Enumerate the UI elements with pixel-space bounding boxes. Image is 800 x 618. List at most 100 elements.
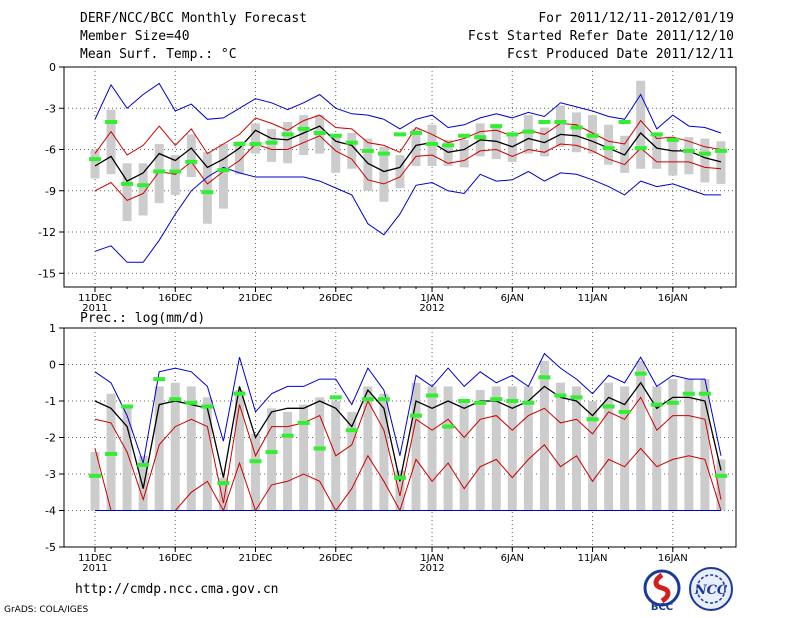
variable-label: Mean Surf. Temp.: °C bbox=[80, 47, 237, 62]
precipitation-forecast-marker bbox=[361, 397, 374, 402]
temperature-series-min bbox=[94, 166, 721, 263]
precipitation-member-box bbox=[588, 401, 598, 511]
temperature-forecast-marker bbox=[426, 142, 439, 146]
temperature-xtick-label: 1JAN bbox=[420, 293, 443, 304]
precipitation-xtick-year: 2011 bbox=[82, 563, 107, 574]
temperature-member-box bbox=[459, 139, 469, 168]
precipitation-forecast-marker bbox=[522, 400, 535, 405]
bcc-logo-text: BCC bbox=[651, 602, 673, 612]
temperature-member-box bbox=[202, 152, 212, 224]
temperature-member-box bbox=[186, 134, 196, 177]
member-size-label: Member Size=40 bbox=[80, 29, 190, 44]
temperature-xtick-label: 16JAN bbox=[658, 293, 688, 304]
precipitation-member-box bbox=[523, 386, 533, 511]
temperature-forecast-marker bbox=[474, 135, 487, 140]
temperature-forecast-marker bbox=[169, 169, 182, 174]
temperature-forecast-marker bbox=[233, 142, 246, 146]
precipitation-member-box bbox=[507, 386, 517, 511]
temperature-forecast-marker bbox=[345, 140, 358, 145]
temperature-member-box bbox=[572, 112, 581, 153]
temperature-member-box bbox=[267, 128, 277, 162]
temperature-forecast-marker bbox=[666, 137, 679, 142]
temperature-forecast-marker bbox=[185, 159, 198, 164]
precipitation-series-max bbox=[94, 352, 722, 464]
precipitation-member-box bbox=[700, 379, 710, 511]
precipitation-forecast-marker bbox=[506, 399, 519, 403]
temperature-forecast-marker bbox=[121, 181, 134, 186]
precipitation-forecast-marker bbox=[570, 395, 583, 400]
temperature-member-box bbox=[154, 144, 164, 204]
ncc-logo-icon: NCC bbox=[689, 567, 733, 611]
temperature-forecast-marker bbox=[698, 151, 711, 156]
chart-title: DERF/NCC/BCC Monthly Forecast bbox=[80, 11, 307, 26]
temperature-forecast-marker bbox=[570, 125, 583, 130]
precipitation-member-box bbox=[202, 397, 212, 511]
precipitation-forecast-marker bbox=[714, 473, 727, 478]
precipitation-member-box bbox=[347, 411, 357, 511]
precipitation-member-box bbox=[267, 408, 277, 511]
temperature-forecast-marker bbox=[490, 124, 503, 129]
temperature-ytick-label: 0 bbox=[49, 61, 56, 74]
precipitation-xtick-year: 2012 bbox=[419, 563, 444, 574]
precipitation-member-box bbox=[315, 397, 325, 511]
temperature-member-box bbox=[636, 80, 646, 169]
temperature-forecast-marker bbox=[297, 126, 310, 131]
temperature-xtick-year: 2012 bbox=[419, 303, 444, 314]
precipitation-member-box bbox=[138, 455, 148, 511]
temperature-member-box bbox=[523, 115, 533, 154]
temperature-member-box bbox=[138, 163, 148, 216]
precipitation-member-box bbox=[234, 390, 244, 511]
temperature-xtick-label: 16DEC bbox=[158, 293, 192, 304]
precipitation-xtick-label: 21DEC bbox=[239, 553, 273, 564]
forecast-period-label: For 2011/12/11-2012/01/19 bbox=[538, 11, 734, 26]
precipitation-member-box bbox=[299, 404, 309, 511]
temperature-member-box bbox=[684, 137, 694, 175]
temperature-member-box bbox=[395, 155, 405, 188]
temperature-member-box bbox=[668, 141, 678, 176]
precipitation-ytick-label: -4 bbox=[45, 505, 56, 518]
precipitation-member-box bbox=[90, 452, 100, 511]
temperature-forecast-marker bbox=[89, 157, 101, 162]
precipitation-forecast-marker bbox=[426, 393, 439, 398]
precipitation-forecast-marker bbox=[281, 433, 294, 438]
temperature-forecast-marker bbox=[361, 148, 374, 153]
temperature-forecast-marker bbox=[249, 142, 262, 146]
temperature-member-box bbox=[363, 138, 373, 191]
precipitation-forecast-marker bbox=[121, 404, 134, 409]
fcst-produced-label: Fcst Produced Date 2011/12/11 bbox=[507, 47, 734, 62]
precipitation-forecast-marker bbox=[105, 451, 118, 456]
temperature-forecast-marker bbox=[634, 146, 647, 151]
source-url[interactable]: http://cmdp.ncc.cma.gov.cn bbox=[75, 582, 279, 597]
precipitation-forecast-marker bbox=[217, 481, 230, 486]
temperature-member-box bbox=[299, 115, 309, 155]
temperature-ytick-label: -15 bbox=[38, 267, 56, 280]
temperature-xtick-label: 6JAN bbox=[501, 293, 524, 304]
precipitation-member-box bbox=[218, 477, 228, 511]
precipitation-forecast-marker bbox=[458, 399, 471, 403]
precipitation-forecast-marker bbox=[265, 450, 278, 455]
temperature-member-box bbox=[218, 144, 228, 209]
precipitation-xtick-label: 1JAN bbox=[420, 553, 443, 564]
precipitation-xtick-label: 11DEC bbox=[78, 553, 112, 564]
ncc-logo-text: NCC bbox=[694, 583, 728, 598]
precipitation-xtick-label: 26DEC bbox=[319, 553, 353, 564]
fcst-started-label: Fcst Started Refer Date 2011/12/10 bbox=[467, 29, 734, 44]
precipitation-xtick-label: 11JAN bbox=[578, 553, 608, 564]
temperature-forecast-marker bbox=[410, 131, 422, 135]
precipitation-forecast-marker bbox=[169, 397, 182, 402]
precipitation-member-box bbox=[170, 382, 180, 511]
precipitation-forecast-marker bbox=[313, 446, 326, 451]
precipitation-forecast-marker bbox=[345, 428, 358, 433]
temperature-forecast-marker bbox=[602, 146, 615, 151]
temperature-forecast-marker bbox=[265, 140, 278, 145]
precipitation-member-box bbox=[636, 360, 646, 511]
temperature-ytick-label: -6 bbox=[45, 144, 56, 157]
precipitation-forecast-marker bbox=[650, 402, 663, 407]
temperature-forecast-marker bbox=[393, 132, 406, 137]
precipitation-member-box bbox=[379, 393, 389, 511]
precipitation-series-spread_upper bbox=[94, 396, 722, 504]
temperature-forecast-marker bbox=[313, 131, 326, 135]
precipitation-forecast-marker bbox=[410, 413, 422, 418]
precipitation-forecast-marker bbox=[634, 371, 647, 376]
temperature-member-box bbox=[170, 155, 180, 195]
